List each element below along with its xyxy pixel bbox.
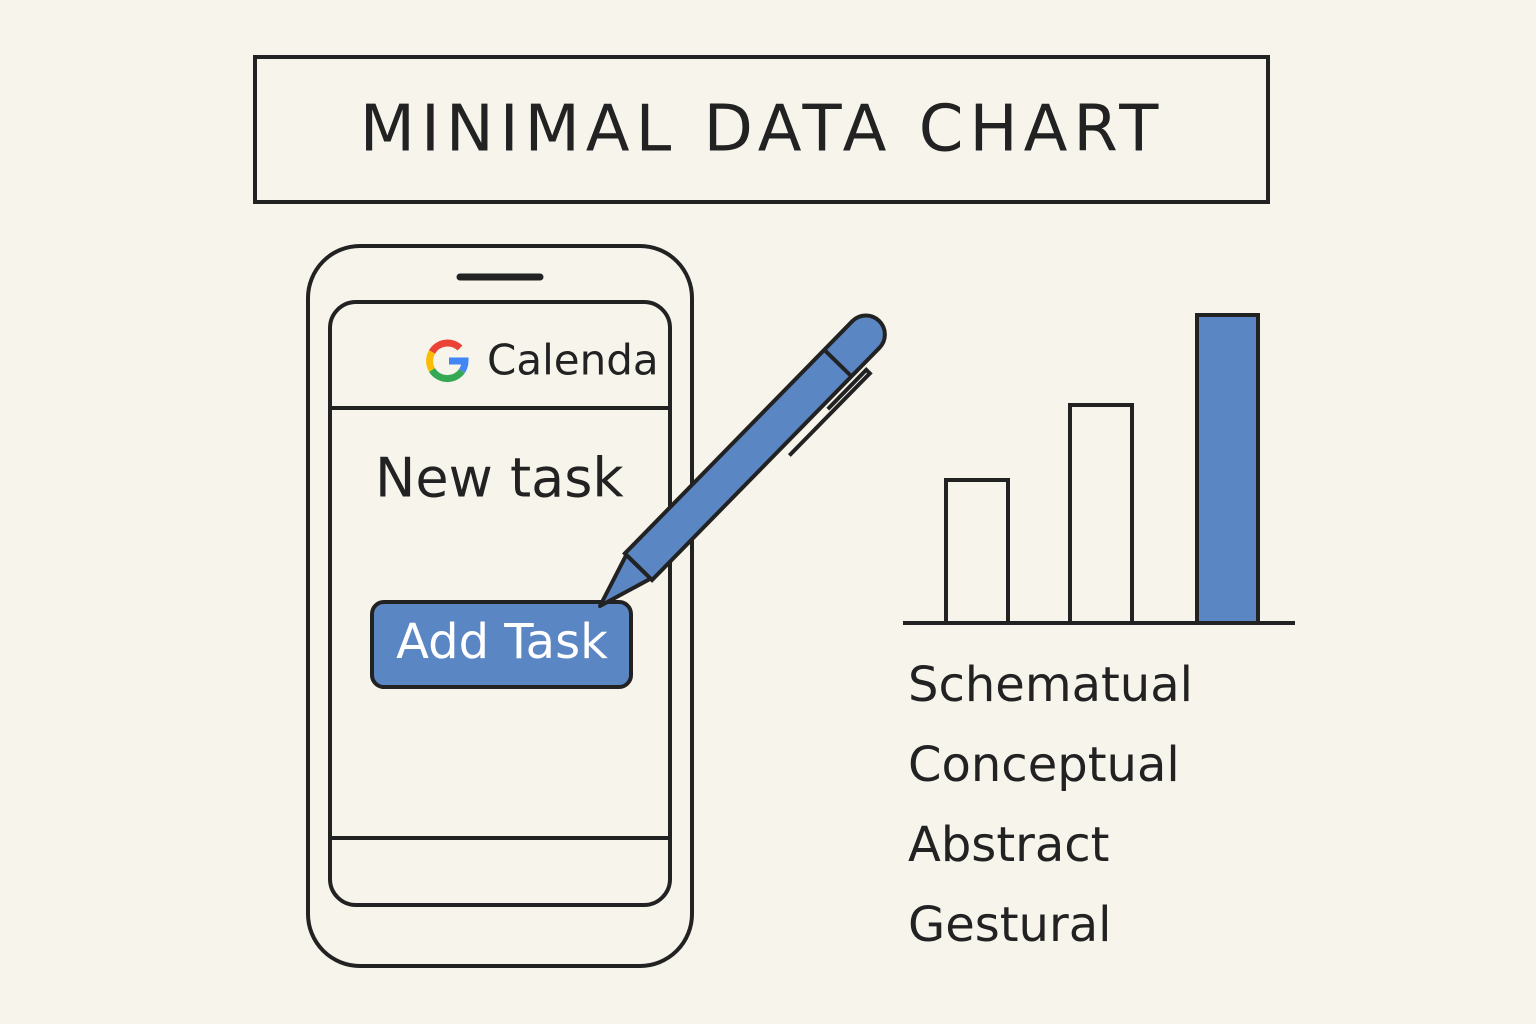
pen	[598, 313, 887, 608]
label: Gestural	[908, 897, 1111, 953]
google-logo	[426, 339, 469, 383]
bar	[944, 478, 1010, 625]
add-task-button[interactable]	[370, 600, 633, 689]
phone-frame	[306, 244, 694, 968]
label: Conceptual	[908, 737, 1180, 793]
title: MINIMAL DATA CHART	[360, 93, 1165, 167]
task-label: New task	[375, 447, 624, 510]
button-label: Add Task	[396, 614, 608, 670]
phone-screen	[328, 300, 672, 907]
title-box	[253, 55, 1270, 204]
label: Schematual	[908, 657, 1193, 713]
app-name: Calenda	[487, 336, 659, 385]
bar	[1195, 313, 1260, 625]
label: Abstract	[908, 817, 1110, 873]
bar	[1068, 403, 1134, 625]
